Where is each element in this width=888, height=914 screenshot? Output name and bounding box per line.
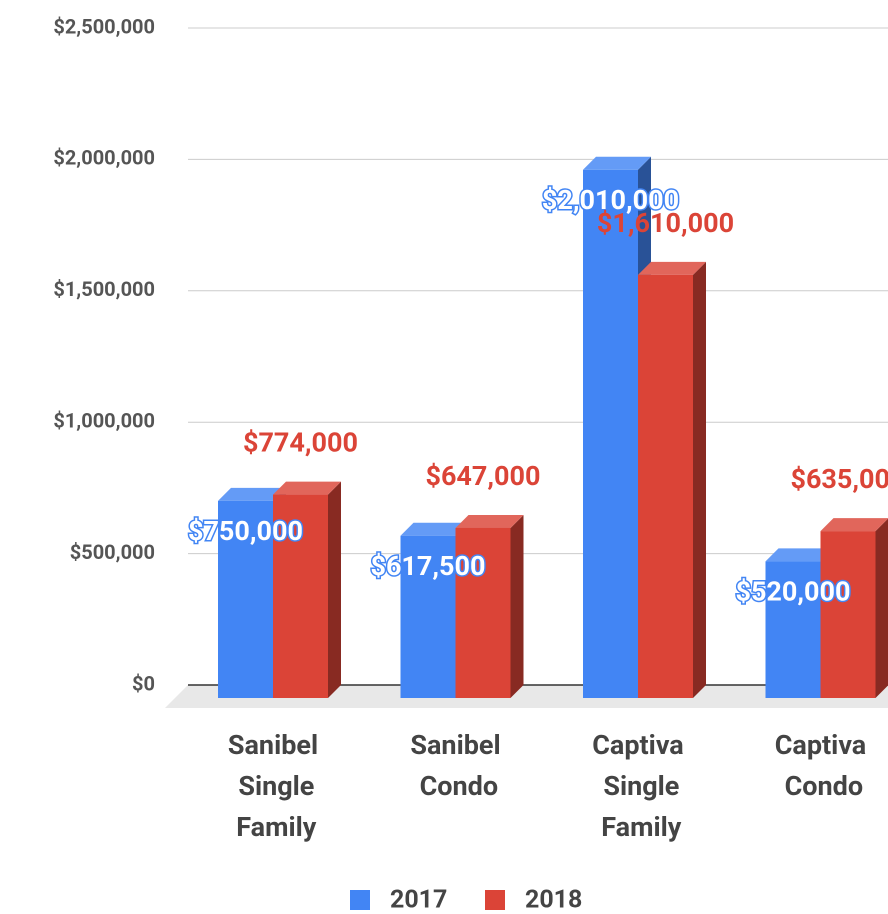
bar [638, 261, 706, 698]
bar-top [400, 522, 469, 536]
value-label: $750,000 [188, 515, 303, 547]
value-label: $520,000 [735, 575, 850, 607]
y-tick-label: $1,000,000 [53, 408, 155, 432]
bar-top [273, 481, 341, 495]
bar-side [875, 518, 888, 698]
value-label: $635,000 [790, 463, 888, 495]
bar-top [455, 514, 524, 528]
value-label: $774,000 [243, 427, 358, 459]
y-tick-label: $2,500,000 [53, 14, 155, 38]
bar-front [273, 494, 328, 698]
legend-label: 2018 [525, 886, 582, 914]
y-tick-label: $1,500,000 [53, 277, 155, 301]
bar-top [638, 261, 706, 275]
bar-front [400, 535, 456, 698]
x-tick-label: Captiva Single Family [592, 729, 684, 843]
bar-top [765, 548, 834, 562]
bar-front [820, 531, 876, 698]
bar-top [820, 518, 888, 532]
bar-front [765, 561, 821, 698]
value-label: $617,500 [370, 550, 485, 582]
value-label: $647,000 [425, 460, 540, 492]
bar-side [328, 481, 341, 698]
legend-swatch [485, 890, 505, 910]
bar-front [455, 527, 511, 698]
bar-top [218, 487, 286, 501]
bar [273, 481, 341, 698]
legend-label: 2017 [390, 886, 447, 914]
x-tick-label: Sanibel Single Family [228, 729, 318, 843]
bar [820, 518, 888, 698]
y-tick-label: $500,000 [70, 540, 155, 564]
bar-front [583, 169, 638, 699]
legend-swatch [350, 890, 370, 910]
floor [165, 685, 888, 708]
x-tick-label: Sanibel Condo [410, 729, 500, 802]
bar-top [583, 156, 651, 170]
bar [218, 487, 286, 698]
y-tick-label: $2,000,000 [53, 146, 155, 170]
bar-side [510, 514, 524, 698]
y-tick-label: $0 [132, 671, 155, 695]
value-label: $2,010,000 [542, 184, 679, 216]
bar-side [693, 261, 706, 698]
value-label: $1,610,000 [597, 207, 734, 239]
bar [455, 514, 524, 698]
bar-front [638, 274, 693, 698]
x-tick-label: Captiva Condo [775, 729, 867, 802]
bar-front [218, 500, 273, 698]
